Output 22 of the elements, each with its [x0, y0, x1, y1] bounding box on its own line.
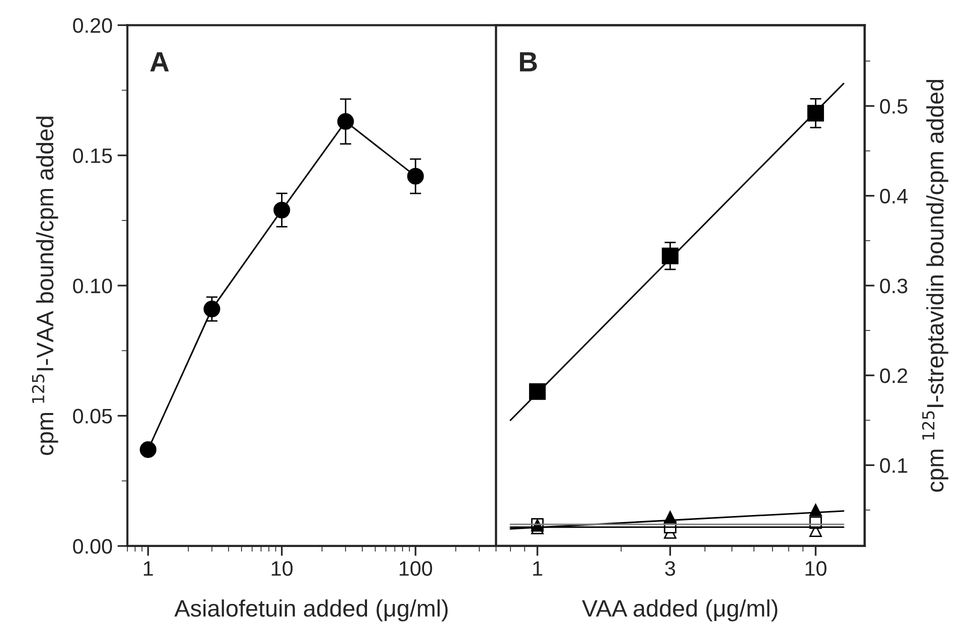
y2-tick-label: 0.1 — [880, 458, 908, 473]
y2-tick-label: 0.3 — [880, 278, 908, 294]
x-axis-title: VAA added (μg/ml) — [582, 599, 778, 622]
x-tick-label: 10 — [272, 561, 293, 576]
y-axis-title: cpm $^{125}$I-VAA bound/cpm added — [32, 116, 58, 456]
y-tick-label: 0.15 — [73, 148, 112, 164]
y2-axis-title: cpm $^{125}$I-streptavidin bound/cpm added — [922, 80, 948, 492]
x-tick-label: 10 — [806, 561, 826, 576]
x-tick-label: 1 — [144, 561, 153, 576]
y2-tick-label: 0.5 — [880, 98, 908, 114]
y-tick-label: 0.20 — [73, 18, 112, 33]
y2-tick-label: 0.2 — [880, 368, 908, 384]
y2-tick-label: 0.4 — [880, 188, 908, 204]
annotation: B — [520, 52, 537, 72]
y-tick-label: 0.10 — [73, 278, 112, 294]
x-tick-label: 1 — [533, 561, 542, 576]
y-tick-label: 0.05 — [73, 408, 112, 424]
x-tick-label: 3 — [665, 561, 676, 576]
annotation: A — [150, 52, 169, 72]
y-tick-label: 0.00 — [73, 538, 112, 554]
x-tick-label: 100 — [400, 561, 432, 576]
x-axis-title: Asialofetuin added (μg/ml) — [174, 599, 448, 622]
